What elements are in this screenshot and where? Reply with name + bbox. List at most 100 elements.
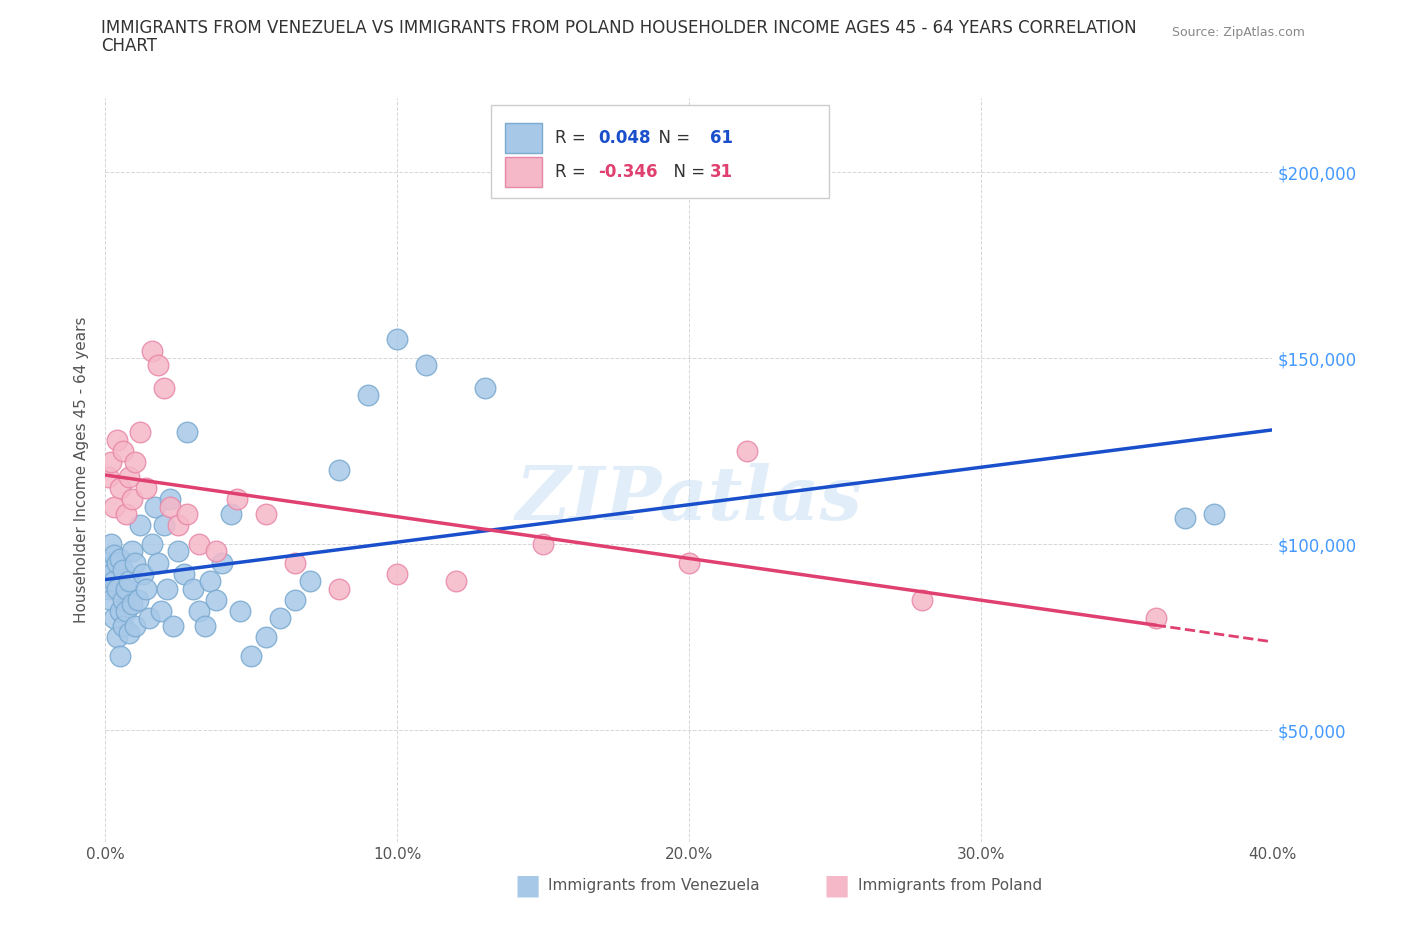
Point — [156, 581, 179, 596]
Text: ZIPatlas: ZIPatlas — [516, 463, 862, 536]
Point — [118, 470, 141, 485]
Point — [415, 358, 437, 373]
Point — [1144, 611, 1167, 626]
Bar — [505, 123, 541, 153]
Y-axis label: Householder Income Ages 45 - 64 years: Householder Income Ages 45 - 64 years — [75, 316, 90, 623]
Point — [162, 618, 184, 633]
Point — [100, 455, 122, 470]
Point — [127, 592, 149, 607]
Point — [269, 611, 292, 626]
Point — [444, 574, 467, 589]
Point — [167, 544, 190, 559]
Text: -0.346: -0.346 — [598, 163, 658, 181]
Point — [100, 566, 122, 581]
Point — [153, 518, 174, 533]
Text: 0.048: 0.048 — [598, 128, 651, 147]
Point — [298, 574, 321, 589]
Point — [103, 574, 125, 589]
Text: Immigrants from Venezuela: Immigrants from Venezuela — [548, 878, 761, 893]
Point — [124, 555, 146, 570]
Point — [187, 537, 209, 551]
Text: ■: ■ — [515, 871, 540, 899]
Point — [108, 481, 131, 496]
Point — [284, 592, 307, 607]
Point — [124, 455, 146, 470]
Text: IMMIGRANTS FROM VENEZUELA VS IMMIGRANTS FROM POLAND HOUSEHOLDER INCOME AGES 45 -: IMMIGRANTS FROM VENEZUELA VS IMMIGRANTS … — [101, 19, 1137, 36]
Point — [240, 648, 263, 663]
Point — [103, 548, 125, 563]
Point — [105, 581, 128, 596]
Point — [328, 581, 350, 596]
Text: 61: 61 — [710, 128, 733, 147]
Point — [135, 581, 157, 596]
Bar — [491, 105, 830, 198]
Point — [254, 630, 277, 644]
Point — [115, 581, 138, 596]
Point — [205, 544, 228, 559]
Text: R =: R = — [555, 163, 591, 181]
Point — [146, 358, 169, 373]
Point — [1202, 507, 1225, 522]
Point — [143, 499, 166, 514]
Point — [121, 544, 143, 559]
Point — [167, 518, 190, 533]
Point — [105, 432, 128, 447]
Point — [115, 604, 138, 618]
Point — [176, 425, 198, 440]
Point — [105, 555, 128, 570]
Point — [385, 566, 409, 581]
Point — [211, 555, 233, 570]
Point — [474, 380, 496, 395]
Point — [531, 537, 554, 551]
Text: Immigrants from Poland: Immigrants from Poland — [858, 878, 1042, 893]
Text: N =: N = — [664, 163, 710, 181]
Point — [328, 462, 350, 477]
Point — [678, 555, 700, 570]
Point — [187, 604, 209, 618]
Point — [105, 630, 128, 644]
Point — [118, 574, 141, 589]
Point — [111, 444, 134, 458]
Point — [132, 566, 155, 581]
Point — [225, 492, 247, 507]
Point — [129, 425, 152, 440]
Point — [228, 604, 250, 618]
Point — [135, 481, 157, 496]
Point — [219, 507, 242, 522]
Point — [385, 332, 409, 347]
Point — [141, 537, 163, 551]
Text: 31: 31 — [710, 163, 733, 181]
Point — [108, 604, 131, 618]
Point — [146, 555, 169, 570]
Point — [103, 611, 125, 626]
Point — [141, 343, 163, 358]
Text: ■: ■ — [824, 871, 849, 899]
Point — [121, 596, 143, 611]
Bar — [505, 157, 541, 187]
Point — [254, 507, 277, 522]
Point — [181, 581, 204, 596]
Point — [100, 537, 122, 551]
Point — [205, 592, 228, 607]
Point — [153, 380, 174, 395]
Text: Source: ZipAtlas.com: Source: ZipAtlas.com — [1171, 26, 1305, 39]
Point — [121, 492, 143, 507]
Point — [173, 566, 195, 581]
Point — [159, 499, 181, 514]
Point — [124, 618, 146, 633]
Point — [108, 648, 131, 663]
Point — [100, 592, 122, 607]
Point — [737, 444, 759, 458]
Point — [103, 499, 125, 514]
Point — [115, 507, 138, 522]
Text: N =: N = — [648, 128, 696, 147]
Point — [357, 388, 380, 403]
Point — [138, 611, 160, 626]
Point — [118, 626, 141, 641]
Point — [194, 618, 217, 633]
Point — [176, 507, 198, 522]
Point — [284, 555, 307, 570]
Point — [159, 492, 181, 507]
Point — [111, 592, 134, 607]
Point — [97, 470, 120, 485]
